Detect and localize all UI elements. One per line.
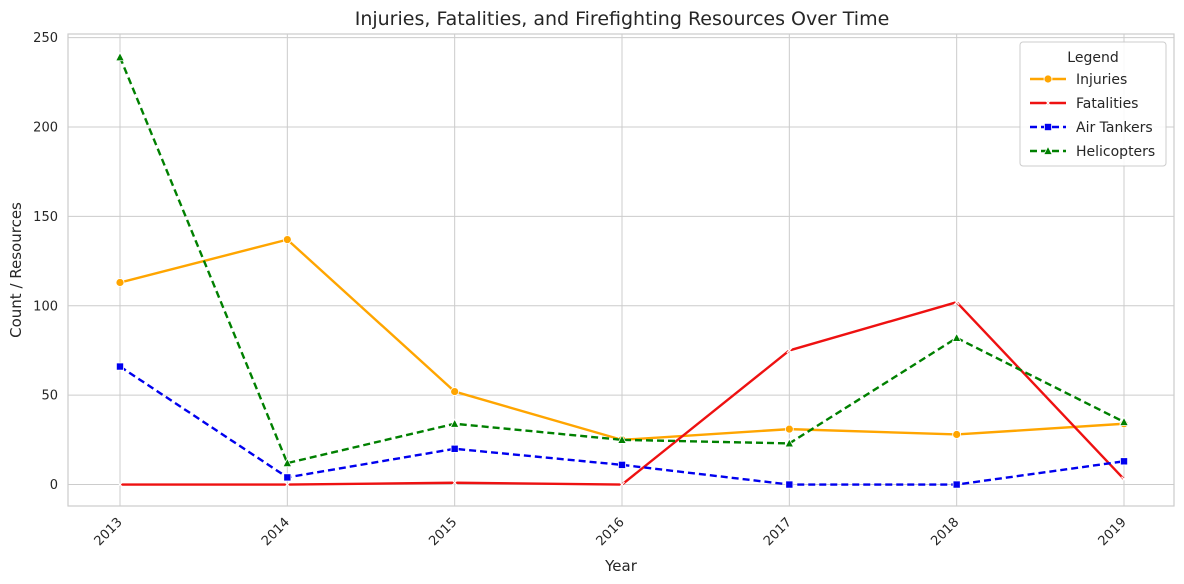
data-point-air-tankers: [450, 444, 459, 453]
legend-marker: [1044, 123, 1053, 132]
data-point-air-tankers: [283, 473, 292, 482]
x-axis-title: Year: [604, 557, 638, 575]
data-point-injuries: [450, 387, 460, 396]
data-point-fatalities: [786, 347, 793, 354]
legend-item-air-tankers: Air Tankers: [1030, 120, 1153, 136]
data-point-injuries: [952, 430, 962, 439]
data-point-air-tankers: [1120, 457, 1129, 466]
legend: Legend Injuries Fatalities Air Tankers Heli…: [1019, 41, 1167, 167]
data-point-fatalities: [451, 479, 458, 486]
series-air-tankers: [116, 362, 1129, 489]
data-point-fatalities: [1121, 476, 1127, 483]
legend-marker: [1043, 74, 1053, 84]
legend-item-injuries: Injuries: [1030, 72, 1127, 88]
y-tick-labels: 0 50 100 150 200 250: [33, 31, 58, 493]
data-point-helicopters: [617, 434, 627, 444]
chart-title: Injuries, Fatalities, and Firefighting R…: [355, 8, 890, 30]
legend-label: Air Tankers: [1076, 120, 1153, 136]
y-tick-label: 250: [33, 31, 58, 46]
y-tick-label: 50: [41, 389, 58, 404]
data-point-helicopters: [784, 438, 795, 448]
series-helicopters: [115, 51, 1129, 467]
data-point-helicopters: [1119, 416, 1129, 426]
data-point-helicopters: [951, 332, 962, 342]
legend-label: Injuries: [1076, 72, 1127, 88]
data-point-injuries: [115, 278, 125, 287]
plot-frame: [67, 33, 1175, 507]
y-tick-label: 150: [33, 210, 58, 225]
data-point-fatalities: [284, 481, 291, 488]
data-point-air-tankers: [618, 460, 627, 469]
legend-marker: [1043, 145, 1053, 155]
series-lines: [115, 51, 1129, 489]
legend-box: [1019, 41, 1167, 167]
data-point-helicopters: [115, 51, 125, 62]
data-point-fatalities: [619, 481, 625, 488]
y-tick-label: 100: [33, 299, 58, 314]
legend-label: Helicopters: [1076, 144, 1155, 160]
data-point-fatalities: [117, 481, 123, 488]
data-point-fatalities: [953, 299, 960, 306]
series-fatalities: [117, 299, 1127, 488]
data-point-helicopters: [282, 457, 293, 467]
data-point-air-tankers: [952, 480, 961, 489]
legend-item-fatalities: Fatalities: [1030, 96, 1138, 112]
data-point-injuries: [282, 235, 292, 245]
data-point-helicopters: [449, 418, 460, 428]
legend-label: Fatalities: [1076, 96, 1138, 112]
legend-marker: [1045, 100, 1051, 106]
data-point-air-tankers: [785, 480, 794, 489]
data-point-air-tankers: [116, 362, 125, 371]
y-tick-label: 200: [33, 120, 58, 135]
legend-item-helicopters: Helicopters: [1030, 144, 1155, 160]
data-point-injuries: [784, 424, 794, 434]
legend-title: Legend: [1067, 50, 1118, 66]
y-tick-label: 0: [50, 478, 58, 493]
legend-items: Injuries Fatalities Air Tankers Helicopters: [1030, 72, 1155, 160]
y-axis-title: Count / Resources: [7, 202, 25, 338]
